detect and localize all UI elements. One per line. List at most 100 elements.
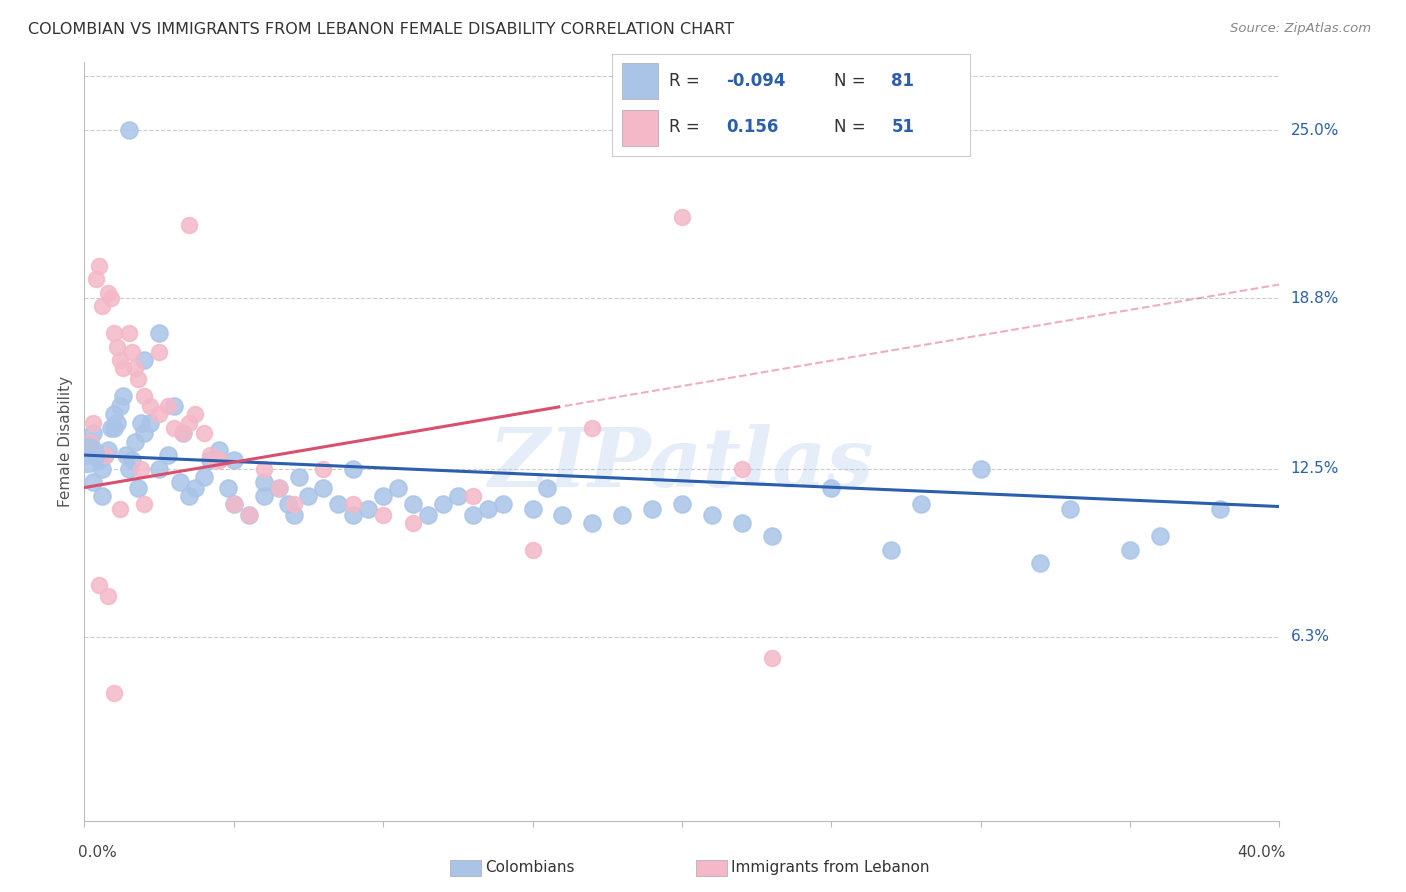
Point [551,508,574,522]
Point [283,497,305,511]
Point [222,453,245,467]
Point [139,416,162,430]
Point [222,497,245,511]
Text: Immigrants from Lebanon: Immigrants from Lebanon [731,860,929,874]
Point [89,259,111,273]
Point [432,497,454,511]
Point [94,448,117,462]
FancyBboxPatch shape [623,110,658,145]
Point [1209,502,1232,516]
Point [112,361,135,376]
Point [402,497,425,511]
Point [76,448,98,462]
Point [198,453,221,467]
Text: 12.5%: 12.5% [1291,461,1339,476]
Point [124,361,146,376]
Point [110,502,132,516]
Point [671,210,693,224]
Point [222,497,245,511]
Point [208,453,231,467]
Point [492,497,515,511]
Point [177,218,200,232]
Point [880,542,903,557]
Point [157,448,180,462]
Point [731,461,754,475]
Point [148,461,170,475]
Point [172,426,194,441]
Point [172,426,194,441]
Point [129,461,152,475]
Point [76,448,98,462]
Point [416,508,439,522]
Point [761,529,783,543]
Point [253,489,276,503]
Point [970,461,993,475]
Point [127,372,149,386]
Point [671,497,693,511]
Point [461,489,484,503]
Point [82,426,104,441]
Point [132,353,156,368]
Text: COLOMBIAN VS IMMIGRANTS FROM LEBANON FEMALE DISABILITY CORRELATION CHART: COLOMBIAN VS IMMIGRANTS FROM LEBANON FEM… [28,22,734,37]
Point [129,416,152,430]
Text: R =: R = [669,118,704,136]
Point [97,285,120,300]
Point [91,299,114,313]
Text: Colombians: Colombians [485,860,575,874]
Point [82,475,104,490]
Point [328,497,350,511]
Point [82,416,104,430]
Point [118,123,141,137]
Point [522,502,544,516]
Point [581,516,603,530]
Point [387,481,409,495]
Point [177,489,200,503]
Point [238,508,260,522]
Point [103,326,125,341]
Point [910,497,932,511]
Point [91,489,114,503]
Point [447,489,470,503]
Point [581,421,603,435]
Point [103,686,125,700]
Point [198,448,221,462]
Point [127,481,149,495]
Point [184,408,207,422]
Point [342,508,364,522]
Point [132,497,156,511]
Point [163,421,186,435]
Point [277,497,299,511]
Text: 18.8%: 18.8% [1291,291,1339,306]
Point [288,469,311,483]
Point [103,421,125,435]
Point [148,326,170,341]
Point [297,489,319,503]
Point [118,326,141,341]
Point [536,481,558,495]
Point [148,408,170,422]
Point [121,345,143,359]
Point [312,461,335,475]
Point [373,508,395,522]
Point [612,508,634,522]
Point [238,508,260,522]
Point [1119,542,1142,557]
Point [522,542,544,557]
Point [103,408,125,422]
Point [89,578,111,592]
Text: 25.0%: 25.0% [1291,122,1339,137]
Point [100,421,122,435]
Point [132,388,156,402]
Point [342,461,364,475]
Point [105,340,128,354]
Point [373,489,395,503]
Point [761,651,783,665]
Point [193,426,215,441]
Text: N =: N = [834,71,870,90]
Point [477,502,499,516]
Point [357,502,380,516]
Point [79,434,101,449]
Point [208,442,231,457]
Point [110,353,132,368]
Point [91,461,114,475]
